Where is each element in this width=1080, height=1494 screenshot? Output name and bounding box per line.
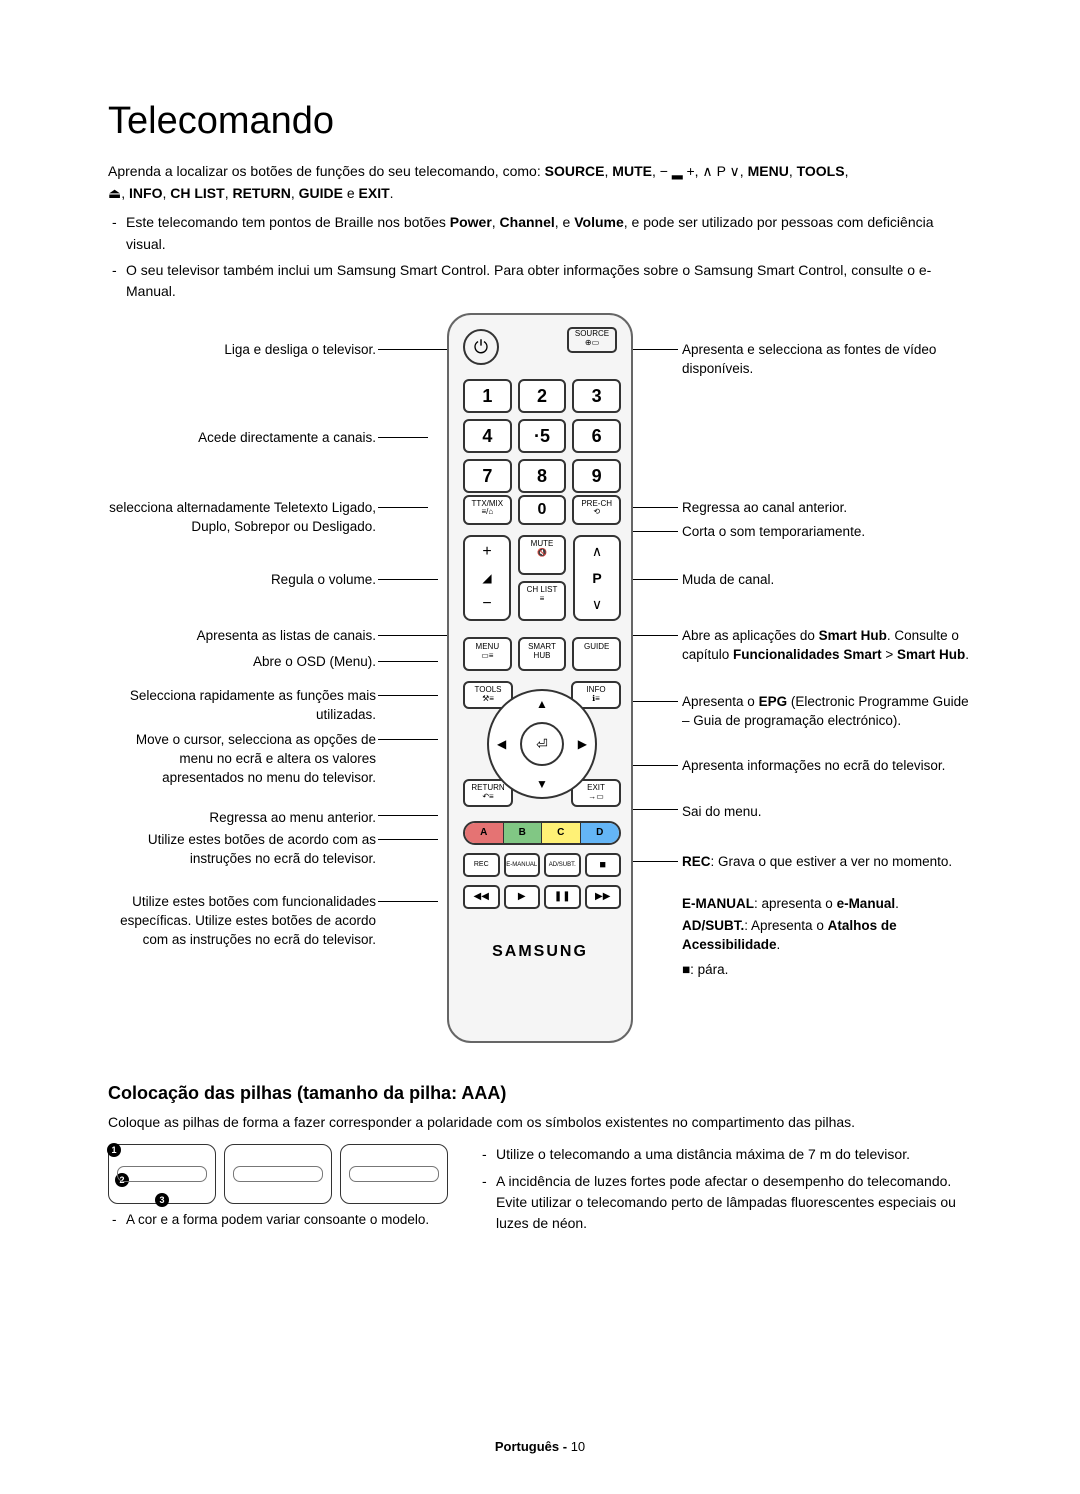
badge-2: 2 <box>115 1173 129 1187</box>
key-6[interactable]: 6 <box>572 419 621 453</box>
key-7[interactable]: 7 <box>463 459 512 493</box>
battery-illustrations: 1 2 3 <box>108 1144 448 1204</box>
callout-emanual: E-MANUAL: apresenta o e-Manual. <box>682 895 972 914</box>
button-c[interactable]: C <box>542 823 581 843</box>
battery-step-1: 1 2 3 <box>108 1144 216 1204</box>
chlist-button[interactable]: CH LIST≡ <box>518 581 566 621</box>
callout-return: Regressa ao menu anterior. <box>108 809 376 828</box>
rewind-button[interactable]: ◀◀ <box>463 885 500 909</box>
remote-body: ⏻ SOURCE⊕▭ 1 2 3 4 ·5 6 7 8 9 TTX/MIX≡/⌂… <box>447 313 633 1043</box>
smarthub-button[interactable]: SMART HUB <box>518 637 567 671</box>
callout-adsubt: AD/SUBT.: Apresenta o Atalhos de Acessib… <box>682 917 972 955</box>
bullet-smartcontrol: O seu televisor também inclui um Samsung… <box>108 260 972 303</box>
dpad-left-icon[interactable]: ◀ <box>497 737 506 751</box>
kw-mute: MUTE <box>612 163 652 179</box>
badge-3: 3 <box>155 1193 169 1207</box>
callout-rec: REC: Grava o que estiver a ver no moment… <box>682 853 972 872</box>
callout-cursor: Move o cursor, selecciona as opções de m… <box>108 731 376 788</box>
button-a[interactable]: A <box>465 823 504 843</box>
dpad-right-icon[interactable]: ▶ <box>578 737 587 751</box>
dpad-down-icon[interactable]: ▼ <box>536 777 548 791</box>
channel-rocker[interactable]: ∧P∨ <box>573 535 621 621</box>
key-5[interactable]: ·5 <box>518 419 567 453</box>
battery-footnote: A cor e a forma podem variar consoante o… <box>108 1212 448 1227</box>
note-distance: Utilize o telecomando a uma distância má… <box>478 1144 972 1165</box>
dpad-enter[interactable]: ⏎ <box>520 722 564 766</box>
note-light: A incidência de luzes fortes pode afecta… <box>478 1171 972 1234</box>
badge-1: 1 <box>107 1143 121 1157</box>
ttx-button[interactable]: TTX/MIX≡/⌂ <box>463 495 512 525</box>
brand-logo: SAMSUNG <box>449 943 631 961</box>
battery-step-2 <box>224 1144 332 1204</box>
guide-button[interactable]: GUIDE <box>572 637 621 671</box>
callout-source: Apresenta e selecciona as fontes de víde… <box>682 341 972 379</box>
battery-heading: Colocação das pilhas (tamanho da pilha: … <box>108 1083 972 1104</box>
callout-channels: Acede directamente a canais. <box>108 429 376 448</box>
callout-menu: Abre o OSD (Menu). <box>108 653 376 672</box>
kw-tools: TOOLS <box>797 163 845 179</box>
intro-symbols: − ▂ +, ∧ P ∨, <box>660 163 748 179</box>
callout-info: Apresenta informações no ecrã do televis… <box>682 757 972 776</box>
adsubt-button[interactable]: AD/SUBT. <box>544 853 581 877</box>
rec-button[interactable]: REC <box>463 853 500 877</box>
battery-notes: Utilize o telecomando a uma distância má… <box>478 1144 972 1240</box>
dpad-up-icon[interactable]: ▲ <box>536 697 548 711</box>
source-button[interactable]: SOURCE⊕▭ <box>567 327 617 353</box>
kw-source: SOURCE <box>545 163 605 179</box>
key-0[interactable]: 0 <box>518 495 567 525</box>
emanual-button[interactable]: E-MANUAL <box>504 853 541 877</box>
callout-prech: Regressa ao canal anterior. <box>682 499 972 518</box>
key-8[interactable]: 8 <box>518 459 567 493</box>
callout-smarthub: Abre as aplicações do Smart Hub. Consult… <box>682 627 972 665</box>
callout-ch: Muda de canal. <box>682 571 972 590</box>
kw-info: INFO <box>129 185 162 201</box>
callout-chlist: Apresenta as listas de canais. <box>108 627 376 646</box>
menu-button[interactable]: MENU▭≡ <box>463 637 512 671</box>
callout-mute: Corta o som temporariamente. <box>682 523 972 542</box>
callout-exit: Sai do menu. <box>682 803 972 822</box>
power-button[interactable]: ⏻ <box>463 329 499 365</box>
stop-button[interactable]: ■ <box>585 853 622 877</box>
color-buttons: A B C D <box>463 821 621 845</box>
key-3[interactable]: 3 <box>572 379 621 413</box>
remote-diagram: Liga e desliga o televisor. Acede direct… <box>108 313 972 1053</box>
battery-intro: Coloque as pilhas de forma a fazer corre… <box>108 1114 972 1130</box>
button-b[interactable]: B <box>504 823 543 843</box>
intro-paragraph: Aprenda a localizar os botões de funções… <box>108 161 972 204</box>
battery-step-3 <box>340 1144 448 1204</box>
bullet-braille: Este telecomando tem pontos de Braille n… <box>108 212 972 255</box>
kw-return: RETURN <box>232 185 290 201</box>
callout-playback: Utilize estes botões com funcionalidades… <box>108 893 376 950</box>
button-d[interactable]: D <box>581 823 620 843</box>
key-4[interactable]: 4 <box>463 419 512 453</box>
callout-stop: ■: pára. <box>682 961 972 980</box>
callout-abcd: Utilize estes botões de acordo com as in… <box>108 831 376 869</box>
page-footer: Português - 10 <box>0 1439 1080 1454</box>
kw-guide: GUIDE <box>299 185 343 201</box>
kw-exit: EXIT <box>359 185 390 201</box>
ff-button[interactable]: ▶▶ <box>585 885 622 909</box>
key-2[interactable]: 2 <box>518 379 567 413</box>
number-pad: 1 2 3 4 ·5 6 7 8 9 <box>463 379 621 493</box>
intro-bullets: Este telecomando tem pontos de Braille n… <box>108 212 972 303</box>
callout-tools: Selecciona rapidamente as funções mais u… <box>108 687 376 725</box>
callout-ttx: selecciona alternadamente Teletexto Liga… <box>108 499 376 537</box>
callout-volume: Regula o volume. <box>108 571 376 590</box>
mute-button[interactable]: MUTE🔇 <box>518 535 566 575</box>
kw-chlist: CH LIST <box>170 185 224 201</box>
dpad[interactable]: ▲ ▼ ◀ ▶ ⏎ <box>487 689 597 799</box>
callout-guide: Apresenta o EPG (Electronic Programme Gu… <box>682 693 972 731</box>
play-button[interactable]: ▶ <box>504 885 541 909</box>
battery-section: 1 2 3 A cor e a forma podem variar conso… <box>108 1144 972 1240</box>
key-9[interactable]: 9 <box>572 459 621 493</box>
callout-power: Liga e desliga o televisor. <box>108 341 376 360</box>
volume-rocker[interactable]: +◢− <box>463 535 511 621</box>
intro-text: Aprenda a localizar os botões de funções… <box>108 163 545 179</box>
kw-menu: MENU <box>748 163 789 179</box>
pause-button[interactable]: ❚❚ <box>544 885 581 909</box>
page-title: Telecomando <box>108 100 972 143</box>
key-1[interactable]: 1 <box>463 379 512 413</box>
prech-button[interactable]: PRE-CH⟲ <box>572 495 621 525</box>
